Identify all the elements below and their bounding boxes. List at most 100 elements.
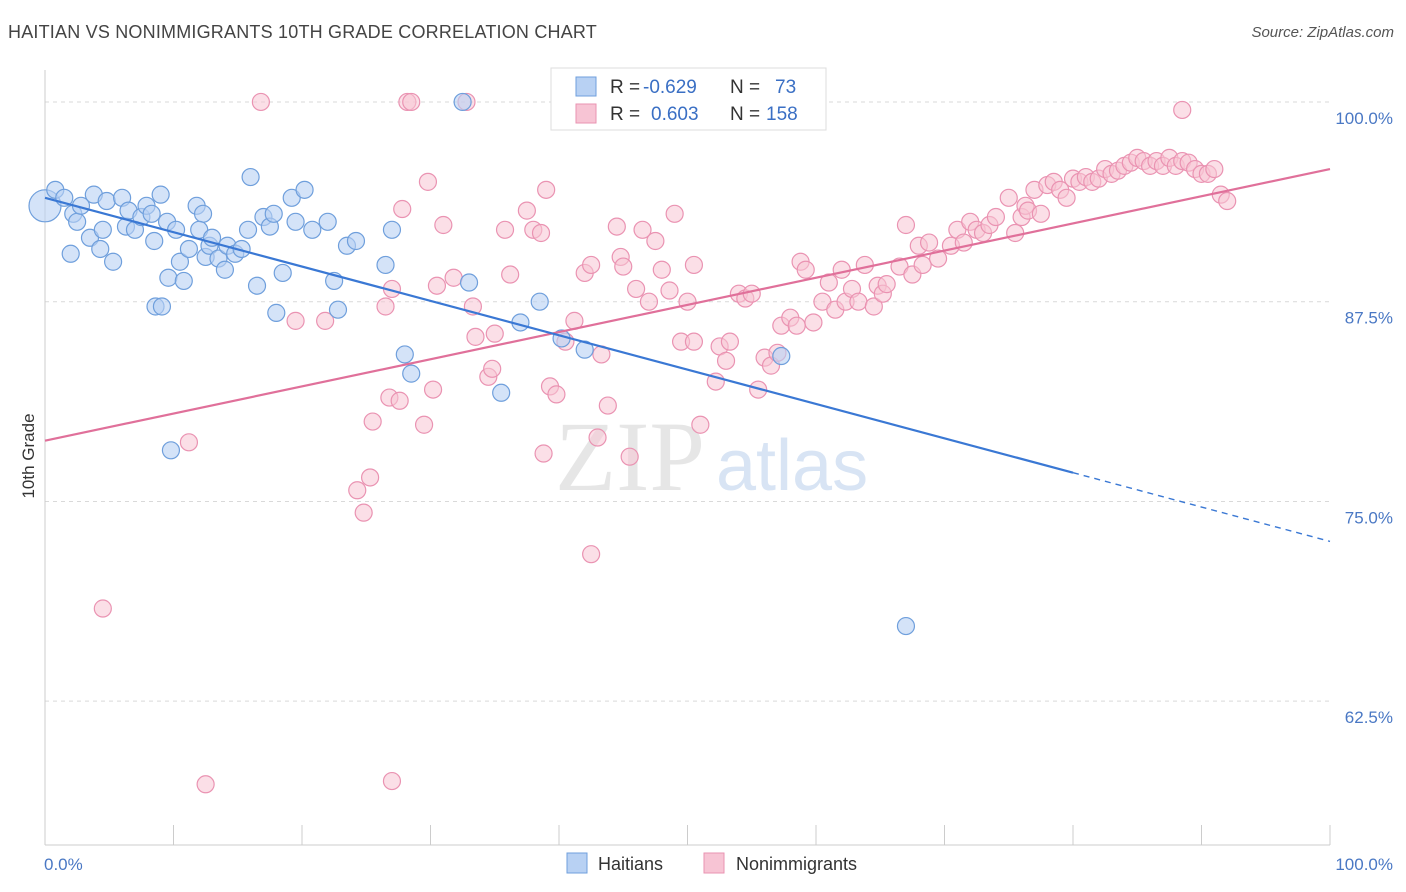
haitians-point bbox=[273, 263, 292, 283]
haitians-point bbox=[382, 220, 402, 239]
stats-legend: R = -0.629 N = 73 R = 0.603 N = 158 bbox=[550, 67, 827, 131]
nonimmigrants-point bbox=[678, 292, 697, 311]
nonimmigrants-point bbox=[1218, 191, 1237, 211]
nonimmigrants-point bbox=[582, 255, 601, 275]
nonimmigrants-point bbox=[652, 260, 671, 279]
nonimmigrants-point bbox=[633, 220, 652, 239]
haitians-swatch bbox=[575, 76, 597, 97]
haitians-point bbox=[166, 220, 186, 239]
haitians-point bbox=[145, 231, 164, 251]
haitians-point bbox=[303, 220, 322, 239]
haitians-point bbox=[247, 276, 267, 295]
nonimmigrants-n-value: 158 bbox=[766, 104, 798, 125]
haitians-point bbox=[395, 345, 414, 364]
nonimmigrants-point bbox=[716, 351, 736, 370]
nonimmigrants-point bbox=[251, 92, 270, 112]
nonimmigrants-point bbox=[684, 332, 704, 351]
nonimmigrants-point bbox=[720, 332, 740, 351]
nonimmigrants-point bbox=[849, 292, 868, 311]
haitians-point bbox=[238, 220, 258, 239]
haitians-point bbox=[161, 441, 181, 460]
nonimmigrants-point bbox=[1205, 159, 1224, 179]
nonimmigrants-point bbox=[179, 433, 199, 452]
nonimmigrants-point bbox=[660, 281, 679, 300]
nonimmigrants-trend-line bbox=[44, 167, 1331, 442]
legend-nonimmigrants-label: Nonimmigrants bbox=[736, 854, 857, 874]
nonimmigrants-point bbox=[537, 180, 556, 199]
nonimmigrants-point bbox=[354, 503, 373, 522]
nonimmigrants-point bbox=[614, 257, 633, 276]
haitians-n-value: 73 bbox=[775, 77, 796, 98]
nonimmigrants-point bbox=[855, 255, 874, 275]
nonimmigrants-point bbox=[598, 396, 617, 415]
haitians-point bbox=[97, 191, 116, 211]
haitians-point bbox=[286, 212, 305, 231]
nonimmigrants-point bbox=[483, 359, 502, 378]
nonimmigrants-point bbox=[928, 249, 948, 268]
nonimmigrants-point bbox=[517, 201, 536, 220]
haitians-point bbox=[295, 180, 314, 199]
haitians-points bbox=[28, 92, 916, 636]
haitians-point bbox=[459, 273, 479, 292]
nonimmigrants-point bbox=[393, 199, 412, 219]
nonimmigrants-point bbox=[1031, 204, 1050, 223]
haitians-point bbox=[264, 204, 283, 223]
trend-lines bbox=[44, 167, 1331, 543]
nonimmigrants-point bbox=[531, 223, 551, 243]
nonimmigrants-point bbox=[864, 297, 883, 316]
nonimmigrants-point bbox=[361, 468, 380, 487]
nonimmigrants-point bbox=[832, 260, 851, 279]
nonimmigrants-point bbox=[390, 391, 409, 410]
nonimmigrants-point bbox=[501, 265, 520, 284]
haitians-r-value: -0.629 bbox=[643, 77, 697, 98]
nonimmigrants-point bbox=[684, 255, 704, 275]
legend-haitians-swatch bbox=[566, 852, 588, 874]
haitians-point bbox=[170, 252, 190, 271]
nonimmigrants-point bbox=[986, 207, 1006, 227]
haitians-point bbox=[61, 244, 80, 263]
haitians-trend-extension bbox=[1072, 472, 1331, 543]
nonimmigrants-r-value: 0.603 bbox=[651, 104, 699, 125]
nonimmigrants-point bbox=[286, 311, 305, 330]
haitians-point bbox=[376, 255, 395, 275]
haitians-point bbox=[453, 92, 472, 112]
nonimmigrants-point bbox=[534, 444, 553, 463]
nonimmigrants-n-label: N = bbox=[730, 104, 760, 125]
nonimmigrants-point bbox=[620, 447, 639, 466]
nonimmigrants-point bbox=[363, 412, 382, 431]
haitians-point bbox=[151, 185, 170, 204]
nonimmigrants-point bbox=[93, 599, 112, 618]
haitians-point bbox=[267, 303, 286, 322]
nonimmigrants-point bbox=[804, 313, 823, 332]
y-tick-labels: 62.5% 75.0% 87.5% 100.0% bbox=[1335, 109, 1393, 727]
nonimmigrants-point bbox=[1173, 100, 1192, 120]
haitians-point bbox=[241, 167, 260, 187]
nonimmigrants-point bbox=[402, 92, 421, 112]
haitians-point bbox=[104, 252, 123, 271]
nonimmigrants-point bbox=[376, 297, 395, 316]
haitians-n-label: N = bbox=[730, 77, 760, 98]
nonimmigrants-point bbox=[896, 215, 916, 235]
nonimmigrants-point bbox=[646, 231, 665, 251]
nonimmigrants-point bbox=[485, 324, 504, 343]
haitians-trend-line bbox=[44, 196, 1074, 474]
y-tick-label: 87.5% bbox=[1345, 309, 1393, 328]
nonimmigrants-point bbox=[547, 385, 566, 404]
nonimmigrants-point bbox=[919, 233, 939, 252]
nonimmigrants-point bbox=[316, 311, 335, 330]
haitians-point bbox=[174, 271, 193, 291]
x-tick-label-min: 0.0% bbox=[44, 855, 83, 874]
legend-nonimmigrants-swatch bbox=[703, 852, 725, 874]
haitians-point bbox=[492, 383, 511, 402]
legend-haitians-label: Haitians bbox=[598, 854, 663, 874]
nonimmigrants-r-label: R = bbox=[610, 104, 640, 125]
nonimmigrants-point bbox=[1006, 223, 1025, 243]
haitians-point bbox=[530, 292, 549, 311]
haitians-point bbox=[402, 364, 421, 383]
haitians-point bbox=[68, 212, 87, 231]
y-tick-label: 100.0% bbox=[1335, 109, 1393, 128]
haitians-point bbox=[772, 346, 791, 366]
nonimmigrants-point bbox=[466, 327, 485, 346]
nonimmigrants-point bbox=[787, 316, 806, 335]
